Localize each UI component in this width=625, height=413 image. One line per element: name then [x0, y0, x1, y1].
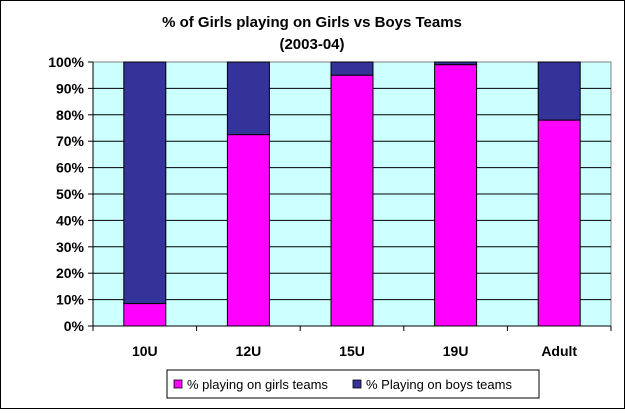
- chart-subtitle: (2003-04): [279, 36, 344, 53]
- x-tick-label: 10U: [132, 343, 158, 359]
- y-tick-label: 40%: [56, 212, 85, 228]
- x-tick-label: 15U: [339, 343, 365, 359]
- bars: [123, 61, 581, 327]
- y-tick-label: 100%: [48, 54, 84, 70]
- bar-segment-boys-teams-10u: [123, 61, 167, 305]
- y-tick-label: 0%: [64, 318, 85, 334]
- y-axis-ticks: 0% 10% 20% 30% 40% 50% 60% 70% 80% 90% 100%: [48, 54, 93, 334]
- bar-segment-boys-teams-15u: [330, 61, 374, 76]
- y-tick-label: 90%: [56, 80, 85, 96]
- x-tick-label: 12U: [236, 343, 262, 359]
- y-tick-label: 60%: [56, 160, 85, 176]
- y-tick-label: 80%: [56, 107, 85, 123]
- x-axis-ticks: 10U 12U 15U 19U Adult: [92, 326, 612, 359]
- bar-segment-girls-teams-10u: [123, 303, 167, 327]
- y-tick-label: 70%: [56, 133, 85, 149]
- legend-label-boys-teams: % Playing on boys teams: [366, 377, 512, 392]
- legend-swatch-boys-teams: [352, 379, 362, 389]
- bar-segment-girls-teams-12u: [226, 134, 270, 327]
- chart-title: % of Girls playing on Girls vs Boys Team…: [162, 14, 462, 31]
- y-tick-label: 20%: [56, 265, 85, 281]
- bar-segment-boys-teams-19u: [434, 61, 478, 66]
- y-tick-label: 50%: [56, 186, 85, 202]
- bar-segment-girls-teams-19u: [434, 64, 478, 327]
- legend-swatch-girls-teams: [173, 379, 183, 389]
- y-tick-label: 10%: [56, 292, 85, 308]
- bar-segment-boys-teams-12u: [226, 61, 270, 136]
- bar-segment-boys-teams-adult: [537, 61, 581, 121]
- bar-segment-girls-teams-adult: [537, 119, 581, 327]
- legend-label-girls-teams: % playing on girls teams: [187, 377, 328, 392]
- legend: % playing on girls teams % Playing on bo…: [166, 369, 540, 399]
- y-tick-label: 30%: [56, 239, 85, 255]
- x-tick-label: Adult: [541, 343, 577, 359]
- x-tick-label: 19U: [443, 343, 469, 359]
- bar-segment-girls-teams-15u: [330, 74, 374, 327]
